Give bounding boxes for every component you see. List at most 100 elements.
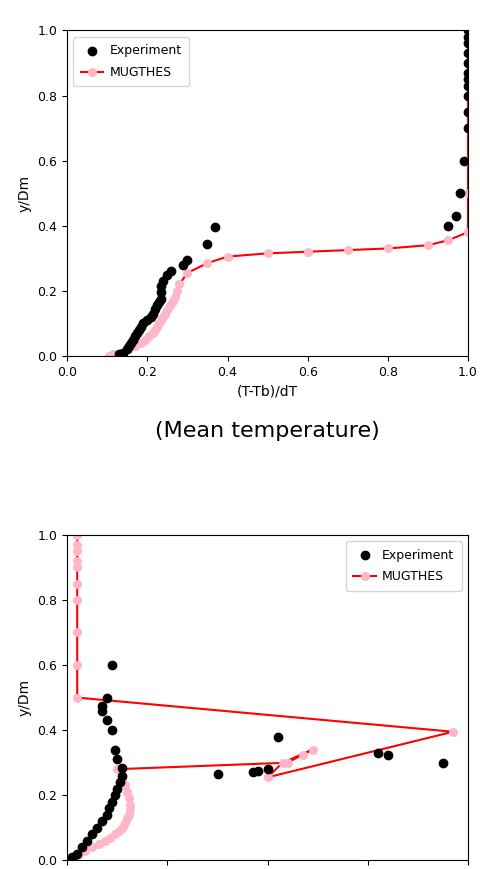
MUGTHES: [156, 318, 162, 328]
MUGTHES: [184, 268, 190, 278]
MUGTHES: [465, 74, 471, 84]
MUGTHES: [300, 749, 306, 760]
MUGTHES: [204, 258, 210, 269]
MUGTHES: [465, 188, 471, 198]
MUGTHES: [74, 540, 80, 550]
Experiment: [157, 285, 165, 299]
MUGTHES: [69, 855, 75, 866]
Experiment: [384, 747, 392, 761]
Experiment: [111, 743, 119, 757]
MUGTHES: [177, 279, 182, 289]
MUGTHES: [74, 594, 80, 605]
Experiment: [73, 847, 81, 861]
Experiment: [150, 307, 157, 321]
Experiment: [84, 834, 91, 848]
MUGTHES: [465, 57, 471, 68]
Experiment: [68, 853, 76, 867]
MUGTHES: [345, 245, 350, 255]
MUGTHES: [265, 773, 271, 783]
MUGTHES: [132, 341, 138, 351]
Experiment: [119, 769, 126, 783]
Experiment: [132, 329, 139, 343]
Experiment: [254, 764, 262, 778]
Experiment: [120, 346, 127, 360]
Experiment: [464, 23, 472, 37]
Experiment: [156, 295, 163, 309]
MUGTHES: [128, 805, 133, 815]
MUGTHES: [143, 335, 148, 345]
MUGTHES: [280, 758, 286, 768]
MUGTHES: [121, 819, 127, 830]
MUGTHES: [74, 693, 80, 703]
Experiment: [116, 348, 123, 362]
Experiment: [128, 336, 135, 350]
MUGTHES: [172, 292, 178, 302]
MUGTHES: [465, 25, 471, 36]
Experiment: [108, 658, 116, 672]
Experiment: [144, 313, 151, 327]
MUGTHES: [165, 305, 170, 315]
Experiment: [152, 302, 159, 315]
Experiment: [137, 320, 145, 334]
MUGTHES: [123, 816, 129, 826]
Experiment: [464, 105, 472, 119]
Experiment: [164, 268, 171, 282]
MUGTHES: [102, 836, 108, 846]
Experiment: [125, 339, 133, 353]
MUGTHES: [285, 758, 290, 768]
MUGTHES: [72, 852, 78, 862]
Experiment: [117, 775, 124, 789]
Experiment: [464, 36, 472, 50]
Experiment: [464, 66, 472, 80]
MUGTHES: [74, 579, 80, 589]
Experiment: [113, 753, 121, 766]
MUGTHES: [450, 726, 456, 737]
Experiment: [204, 236, 211, 250]
MUGTHES: [385, 243, 391, 254]
MUGTHES: [175, 286, 180, 296]
MUGTHES: [122, 780, 128, 791]
MUGTHES: [163, 308, 168, 319]
MUGTHES: [465, 107, 471, 117]
MUGTHES: [74, 546, 80, 556]
Experiment: [94, 821, 101, 835]
MUGTHES: [74, 562, 80, 573]
Experiment: [464, 30, 472, 43]
MUGTHES: [168, 299, 174, 309]
MUGTHES: [225, 251, 230, 262]
Experiment: [464, 89, 472, 103]
Experiment: [130, 333, 137, 347]
Experiment: [147, 310, 155, 324]
MUGTHES: [305, 247, 311, 257]
MUGTHES: [158, 315, 164, 325]
Experiment: [119, 760, 126, 774]
MUGTHES: [128, 799, 133, 810]
MUGTHES: [445, 235, 451, 246]
MUGTHES: [89, 842, 95, 852]
Experiment: [106, 801, 113, 815]
Experiment: [439, 756, 447, 770]
Experiment: [104, 808, 111, 822]
Experiment: [249, 766, 256, 779]
Experiment: [78, 840, 86, 854]
MUGTHES: [76, 849, 82, 859]
Experiment: [264, 762, 272, 776]
MUGTHES: [465, 123, 471, 133]
Line: MUGTHES: MUGTHES: [68, 531, 457, 865]
Experiment: [98, 704, 106, 718]
Experiment: [464, 56, 472, 70]
MUGTHES: [126, 344, 132, 355]
MUGTHES: [167, 302, 172, 312]
Experiment: [460, 154, 468, 168]
Experiment: [157, 292, 165, 306]
MUGTHES: [126, 810, 132, 820]
Text: (Mean temperature): (Mean temperature): [155, 421, 380, 441]
MUGTHES: [120, 773, 125, 784]
Experiment: [456, 186, 464, 200]
Experiment: [88, 827, 96, 841]
Experiment: [464, 79, 472, 93]
Experiment: [444, 219, 452, 233]
MUGTHES: [265, 249, 271, 259]
MUGTHES: [108, 833, 113, 843]
MUGTHES: [465, 227, 471, 237]
